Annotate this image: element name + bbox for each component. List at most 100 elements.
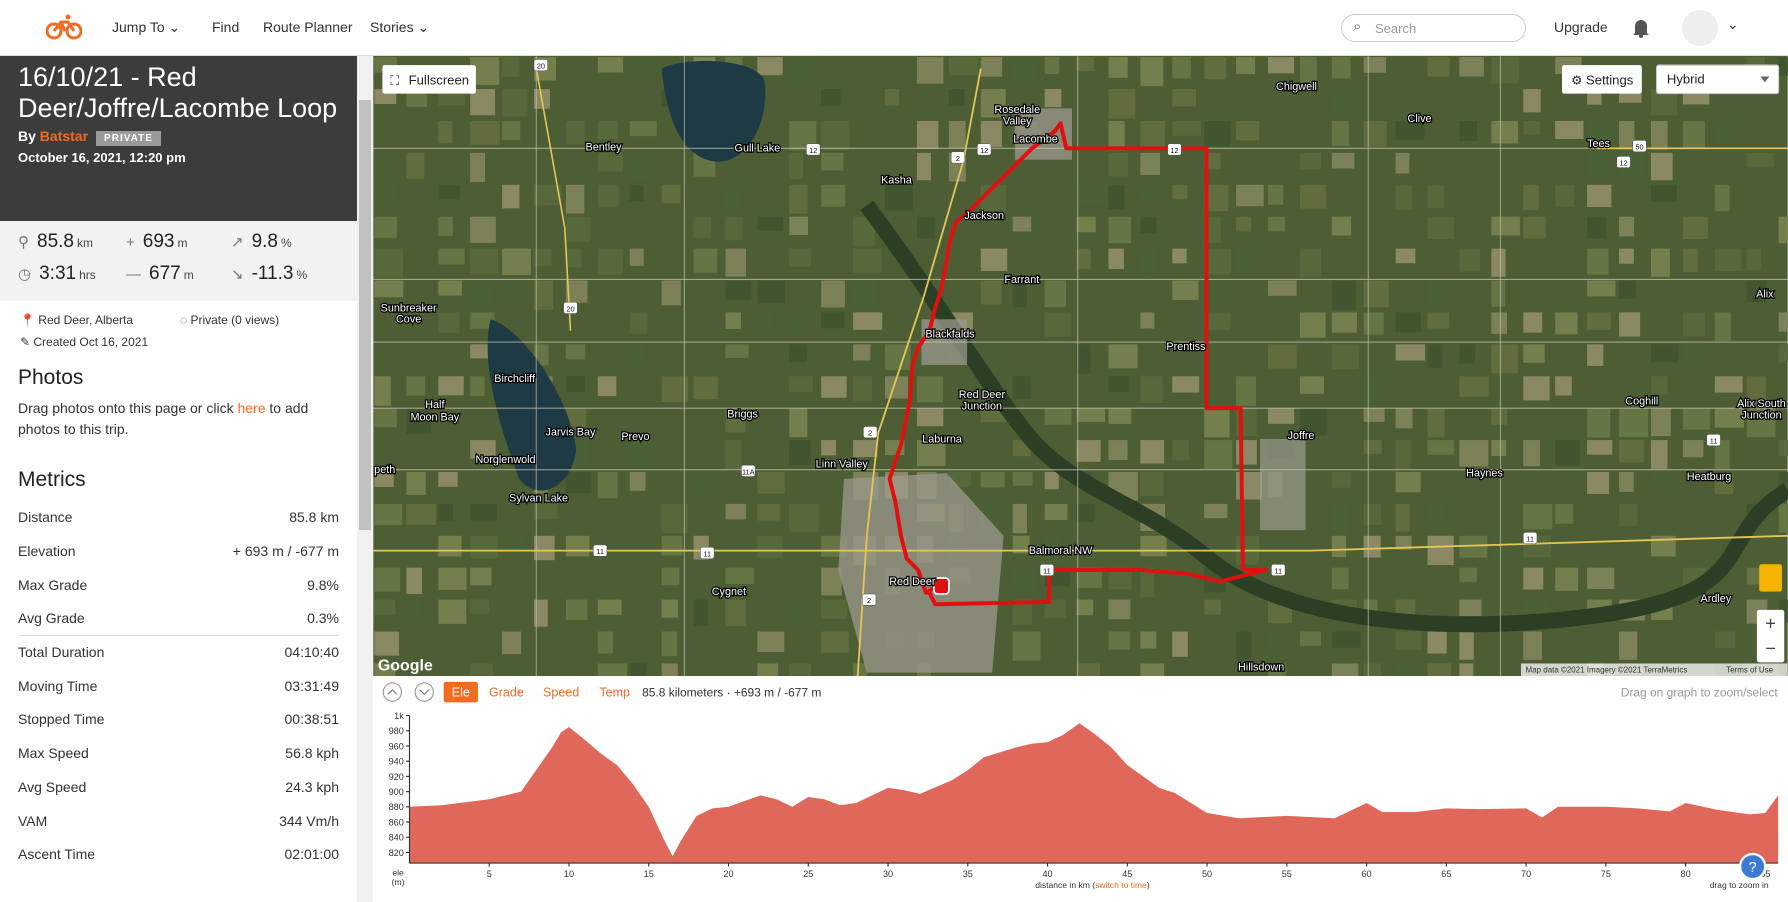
trip-header: 16/10/21 - Red Deer/Joffre/Lacombe Loop …	[0, 56, 357, 221]
nav-route-planner[interactable]: Route Planner	[263, 19, 353, 35]
nav-jump-to[interactable]: Jump To ⌄	[112, 19, 181, 35]
field	[534, 599, 548, 627]
field	[502, 120, 521, 141]
profile-tab[interactable]: Ele	[452, 686, 470, 700]
x-tick-label: 80	[1681, 869, 1691, 879]
field	[438, 567, 467, 590]
field	[565, 184, 585, 214]
field	[406, 599, 421, 616]
settings-label[interactable]: Settings	[1586, 72, 1634, 87]
search-box[interactable]: ⌕ Search	[1341, 14, 1526, 42]
x-tick-label: 25	[803, 869, 813, 879]
field	[1395, 152, 1410, 174]
help-button[interactable]	[1738, 852, 1767, 881]
scrollbar[interactable]	[357, 56, 373, 902]
field	[853, 216, 875, 247]
nav-label[interactable]: Stories	[370, 19, 414, 35]
profile-tab[interactable]: Speed	[543, 686, 579, 700]
notifications[interactable]	[1632, 18, 1650, 38]
field	[1331, 344, 1359, 370]
field	[1331, 471, 1351, 488]
field	[1267, 280, 1297, 296]
nav-label[interactable]: Jump To	[112, 19, 165, 35]
field	[1108, 440, 1128, 461]
field	[725, 408, 746, 433]
field	[1459, 57, 1484, 77]
zoom-out[interactable]: −	[1765, 637, 1776, 658]
road-shield	[1271, 564, 1286, 576]
field	[1619, 440, 1645, 463]
field	[374, 376, 391, 406]
field	[1331, 663, 1359, 676]
help-icon[interactable]: ?	[1749, 860, 1757, 876]
field	[1650, 344, 1679, 363]
field	[916, 57, 944, 84]
settings-button[interactable]	[1562, 65, 1642, 94]
account-menu[interactable]: ⌄	[1727, 16, 1739, 32]
field	[1491, 57, 1520, 84]
road-number: 2	[956, 154, 960, 163]
scroll-thumb[interactable]	[359, 100, 371, 530]
field	[534, 535, 555, 561]
field	[1619, 631, 1638, 660]
field	[1395, 248, 1416, 264]
zoom-in[interactable]: +	[1765, 612, 1776, 633]
x-tick-label: 15	[644, 869, 654, 879]
field	[1555, 120, 1584, 140]
field	[597, 120, 618, 140]
field	[1523, 631, 1543, 660]
place-label: Norglenwold	[475, 454, 535, 466]
settings-icon: ⚙	[1571, 73, 1582, 87]
field	[565, 471, 592, 494]
road-number: 12	[1170, 146, 1178, 155]
field	[725, 599, 746, 627]
map-type-select[interactable]	[1656, 64, 1780, 95]
elevation-profile[interactable]: Ele Grade Speed Temp 85.8 kilometers · +693 …	[373, 676, 1788, 902]
field	[916, 152, 931, 181]
field	[1650, 408, 1671, 437]
field	[1491, 216, 1520, 236]
zoom-controls[interactable]	[1756, 609, 1785, 663]
place-label: Alix South	[1737, 398, 1786, 410]
field	[661, 567, 680, 586]
profile-tab[interactable]: Grade	[489, 686, 524, 700]
nav-find[interactable]: Find	[212, 19, 240, 35]
y-tick-label: 980	[389, 726, 404, 736]
nav-stories[interactable]: Stories ⌄	[370, 19, 430, 35]
fullscreen-label[interactable]: Fullscreen	[409, 72, 469, 87]
chevron-up[interactable]	[382, 682, 403, 702]
fullscreen-button[interactable]	[382, 65, 476, 94]
upgrade-link[interactable]: Upgrade	[1554, 19, 1608, 35]
field	[470, 312, 495, 329]
pegman[interactable]	[1759, 564, 1782, 592]
map-type-label[interactable]: Hybrid	[1667, 71, 1705, 86]
avatar[interactable]	[1682, 10, 1718, 46]
logo[interactable]	[46, 14, 82, 40]
field	[1587, 280, 1616, 297]
field	[1555, 503, 1574, 524]
field	[1236, 184, 1264, 207]
field	[1491, 120, 1519, 144]
field	[1587, 120, 1615, 149]
field	[1012, 57, 1036, 86]
profile-tab[interactable]: Temp	[599, 686, 630, 700]
search-icon: ⌕	[1353, 18, 1362, 35]
y-tick-label: 900	[389, 787, 404, 797]
field	[757, 535, 783, 559]
switch-to-time[interactable]: switch to time	[1095, 880, 1147, 890]
search-placeholder: Search	[1375, 21, 1417, 36]
author[interactable]: Batstar	[39, 128, 89, 144]
field	[853, 312, 883, 330]
field	[916, 376, 943, 403]
field	[565, 535, 590, 557]
chevron-down[interactable]	[414, 682, 435, 702]
terms-link[interactable]: Terms of Use	[1726, 666, 1774, 675]
field	[1650, 535, 1676, 557]
field	[629, 440, 658, 465]
field	[1619, 408, 1649, 438]
tab-active[interactable]	[443, 681, 478, 703]
field	[821, 120, 850, 151]
field	[948, 57, 979, 76]
photos-link[interactable]: here	[237, 400, 266, 416]
